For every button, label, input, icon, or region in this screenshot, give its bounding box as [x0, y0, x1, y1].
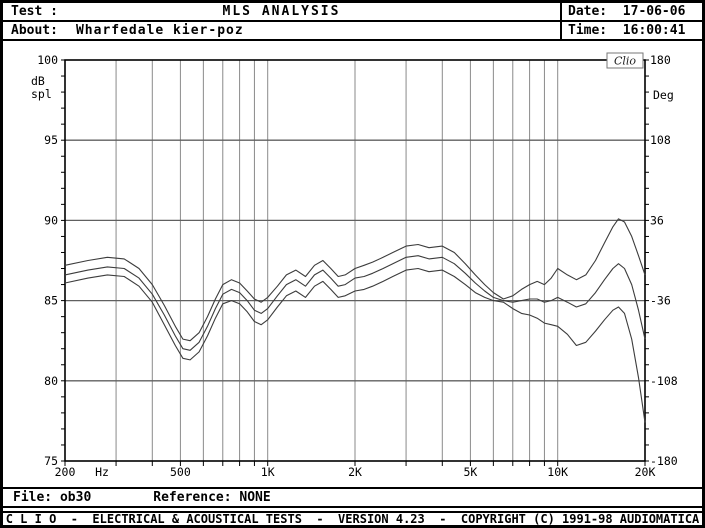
tick-label: 80	[44, 374, 58, 388]
tick-label: 500	[170, 465, 191, 479]
tick-label: 100	[37, 53, 58, 67]
file-bar: File: ob30 Reference: NONE	[3, 487, 702, 508]
x-axis-labels: 200 500 1K 2K 5K 10K 20K Hz	[55, 465, 656, 479]
response-upper	[64, 218, 646, 342]
svg-text:Clio: Clio	[614, 55, 636, 68]
tick-label: 36	[650, 213, 664, 227]
tick-label: 200	[55, 465, 76, 479]
header-row-about: About: Wharfedale kier-poz Time: 16:00:4…	[3, 22, 702, 41]
right-axis-unit: Deg	[653, 88, 674, 102]
tick-label: 2K	[348, 465, 362, 479]
tick-label: 180	[650, 53, 671, 67]
axis-ticks	[61, 59, 649, 466]
tick-label: 20K	[635, 465, 656, 479]
clio-watermark: Clio	[606, 52, 644, 69]
x-axis-unit: Hz	[95, 465, 109, 479]
reference-label: Reference:	[153, 490, 232, 505]
status-bar: C L I O - ELECTRICAL & ACOUSTICAL TESTS …	[3, 511, 702, 525]
tick-label: 10K	[547, 465, 568, 479]
date-value: 17-06-06	[622, 4, 686, 19]
response-lower	[64, 267, 646, 423]
date-label: Date:	[568, 4, 608, 19]
test-label: Test :	[11, 4, 58, 19]
file-label: File:	[13, 490, 53, 505]
about-label: About:	[11, 23, 58, 38]
analysis-title: MLS ANALYSIS	[222, 4, 341, 19]
about-value: Wharfedale kier-poz	[75, 23, 244, 38]
file-value: ob30	[59, 490, 92, 505]
reference-value: NONE	[239, 490, 271, 505]
tick-label: 85	[44, 294, 58, 308]
tick-label: 90	[44, 213, 58, 227]
tick-label: 1K	[261, 465, 275, 479]
time-cell: Time: 16:00:41	[560, 22, 702, 39]
tick-label: 75	[44, 454, 58, 468]
grid	[65, 60, 645, 461]
left-axis-unit: spl	[31, 87, 52, 101]
y-axis-right-labels: 180 108 36 -36 -108 -180 Deg	[650, 53, 678, 468]
tick-label: -36	[650, 294, 671, 308]
left-axis-unit: dB	[31, 74, 45, 88]
tick-label: 108	[650, 133, 671, 147]
tick-label: -180	[650, 454, 678, 468]
header: Test : MLS ANALYSIS Date: 17-06-06 About…	[3, 3, 702, 41]
tick-label: 95	[44, 133, 58, 147]
tick-label: 5K	[463, 465, 477, 479]
time-label: Time:	[568, 23, 608, 38]
response-middle	[64, 255, 646, 351]
date-cell: Date: 17-06-06	[560, 3, 702, 20]
status-text: C L I O - ELECTRICAL & ACOUSTICAL TESTS …	[5, 512, 700, 525]
header-row-test: Test : MLS ANALYSIS Date: 17-06-06	[3, 3, 702, 22]
tick-label: -108	[650, 374, 678, 388]
time-value: 16:00:41	[622, 23, 686, 38]
